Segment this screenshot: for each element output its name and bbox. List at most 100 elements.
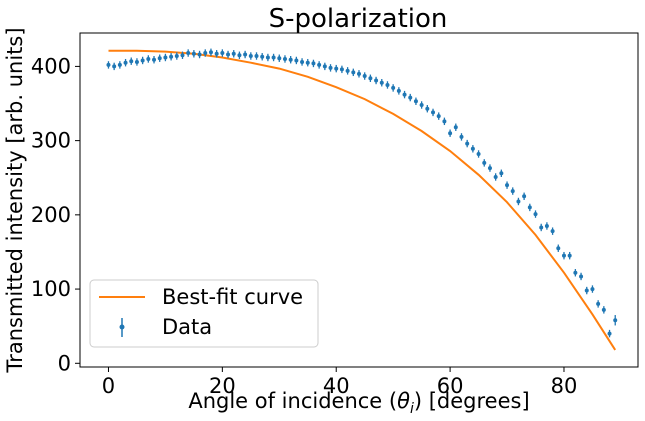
data-point xyxy=(561,251,566,260)
data-point xyxy=(220,49,225,57)
data-marker xyxy=(357,71,361,76)
data-marker xyxy=(391,85,396,90)
data-marker xyxy=(311,61,316,66)
x-tick-label: 80 xyxy=(551,374,578,398)
data-point xyxy=(123,58,128,67)
data-marker xyxy=(129,59,134,64)
data-marker xyxy=(453,125,458,130)
data-point xyxy=(322,62,327,71)
data-marker xyxy=(134,59,139,64)
data-point xyxy=(112,62,117,71)
data-marker xyxy=(339,67,344,72)
data-marker xyxy=(254,54,259,59)
data-point xyxy=(311,59,316,68)
data-point xyxy=(374,76,379,85)
data-marker xyxy=(499,171,504,176)
data-marker xyxy=(277,56,282,61)
legend-box xyxy=(89,279,319,348)
data-point xyxy=(533,210,538,218)
data-point xyxy=(271,53,276,62)
data-marker xyxy=(322,64,327,69)
data-point xyxy=(436,112,441,120)
data-marker xyxy=(169,54,174,59)
data-marker xyxy=(220,51,225,56)
data-point xyxy=(243,50,248,59)
data-point xyxy=(453,123,458,131)
data-point xyxy=(476,150,481,158)
data-marker xyxy=(613,318,618,323)
data-marker xyxy=(117,62,122,67)
data-point xyxy=(208,48,213,57)
data-marker xyxy=(271,55,276,60)
data-point xyxy=(385,81,390,89)
data-marker xyxy=(516,199,521,204)
data-marker xyxy=(305,60,310,65)
data-points-layer xyxy=(106,48,618,338)
data-marker xyxy=(425,106,430,111)
data-point xyxy=(607,329,612,338)
data-point xyxy=(362,72,367,80)
data-marker xyxy=(487,166,492,171)
y-tick-label: 300 xyxy=(31,129,71,153)
data-marker xyxy=(402,92,407,97)
data-marker xyxy=(579,274,584,279)
plot-frame xyxy=(79,32,639,368)
data-marker xyxy=(288,57,293,62)
data-point xyxy=(368,74,373,82)
data-marker xyxy=(556,246,561,251)
data-point xyxy=(294,56,299,65)
data-marker xyxy=(533,212,538,217)
data-point xyxy=(505,181,510,189)
data-point xyxy=(237,51,242,59)
x-tick-label: 0 xyxy=(102,374,115,398)
y-tick-label: 200 xyxy=(31,203,71,227)
data-point xyxy=(516,197,521,206)
data-point xyxy=(527,203,532,212)
y-tick-label: 0 xyxy=(58,351,71,375)
legend-data-label: Data xyxy=(162,315,212,339)
data-marker xyxy=(567,253,572,258)
data-point xyxy=(567,251,572,260)
data-marker xyxy=(510,189,515,194)
data-point xyxy=(442,117,447,126)
data-marker xyxy=(482,160,487,165)
data-marker xyxy=(607,331,612,336)
x-axis-label: Angle of incidence (θi) [degrees] xyxy=(188,389,529,417)
data-point xyxy=(470,145,475,153)
data-point xyxy=(106,61,111,69)
data-marker xyxy=(106,62,111,67)
data-marker xyxy=(237,53,242,58)
data-marker xyxy=(396,88,401,93)
data-marker xyxy=(505,183,510,188)
data-point xyxy=(328,64,333,72)
data-marker xyxy=(317,62,322,67)
data-marker xyxy=(596,301,601,306)
data-point xyxy=(556,244,561,252)
data-marker xyxy=(379,80,384,85)
data-marker xyxy=(203,51,208,56)
data-marker xyxy=(527,205,532,210)
data-point xyxy=(226,50,231,59)
data-point xyxy=(596,300,601,308)
data-marker xyxy=(584,288,589,293)
data-point xyxy=(288,56,293,64)
y-axis-label: Transmitted intensity [arb. units] xyxy=(3,27,27,373)
data-marker xyxy=(476,151,481,156)
data-point xyxy=(613,315,618,326)
data-marker xyxy=(197,52,202,57)
data-marker xyxy=(419,102,424,107)
data-marker xyxy=(351,70,356,75)
data-point xyxy=(590,285,595,293)
data-point xyxy=(300,58,305,66)
data-marker xyxy=(493,174,498,179)
data-point xyxy=(487,164,492,172)
data-marker xyxy=(146,56,151,61)
data-marker xyxy=(186,51,191,56)
data-point xyxy=(157,54,162,62)
y-axis: 0 100 200 300 400 xyxy=(31,54,80,375)
data-point xyxy=(214,50,219,58)
data-point xyxy=(601,306,606,314)
data-marker xyxy=(385,82,390,87)
data-point xyxy=(493,173,498,181)
data-marker xyxy=(174,54,179,59)
